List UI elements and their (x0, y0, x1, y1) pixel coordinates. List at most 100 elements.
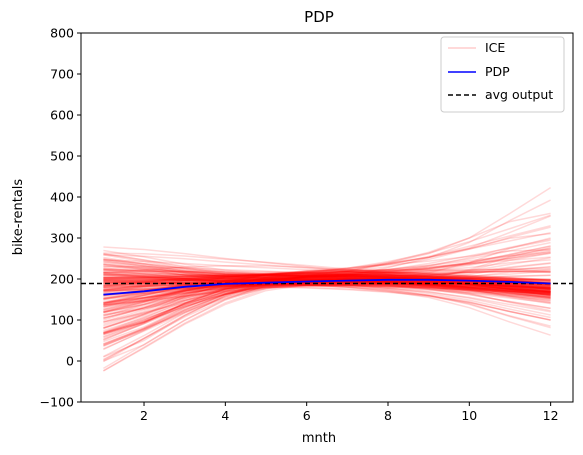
ice-line (103, 249, 551, 284)
legend-avg-label: avg output (485, 87, 553, 102)
ice-line (103, 256, 551, 299)
ice-line (103, 262, 551, 304)
x-tick-label: 10 (461, 408, 477, 423)
ice-line (103, 272, 551, 298)
ice-line (103, 281, 551, 316)
y-tick-label: 0 (66, 354, 74, 369)
ice-line (103, 257, 551, 300)
y-tick-label: 400 (50, 190, 74, 205)
ice-line (103, 271, 551, 300)
ice-line (103, 274, 551, 336)
ice-line (103, 278, 551, 327)
ice-line (103, 231, 551, 281)
ice-line (103, 186, 552, 288)
y-tick-label: 700 (50, 67, 74, 82)
ice-line (103, 249, 551, 311)
ice-line (103, 265, 551, 296)
legend-pdp-label: PDP (485, 64, 510, 79)
ice-line (103, 277, 551, 293)
ice-line (103, 263, 551, 293)
ice-line (103, 273, 551, 284)
ice-line (103, 274, 551, 346)
ice-line (103, 274, 551, 297)
ice-line (103, 282, 551, 314)
ice-line (103, 281, 551, 321)
ice-line (103, 276, 551, 343)
ice-line (103, 270, 551, 283)
ice-line (103, 276, 551, 310)
ice-line (103, 276, 551, 370)
ice-line (103, 273, 551, 291)
ice-line (103, 246, 551, 296)
ice-line (103, 273, 551, 363)
ice-line (103, 273, 551, 283)
ice-line (103, 276, 551, 304)
ice-line (103, 215, 551, 292)
ice-line (103, 277, 551, 297)
ice-line (103, 265, 551, 278)
ice-line (103, 284, 551, 305)
ice-line (103, 260, 551, 284)
ice-line (103, 269, 551, 330)
ice-line (103, 232, 551, 279)
ice-line (103, 226, 551, 281)
ice-line (103, 245, 551, 282)
x-tick-label: 8 (384, 408, 392, 423)
ice-line (103, 280, 551, 335)
ice-line (103, 252, 551, 280)
ice-line (103, 267, 551, 298)
y-tick-label: 100 (50, 313, 74, 328)
chart-title: PDP (304, 8, 334, 26)
ice-lines (103, 186, 552, 372)
ice-line (103, 276, 551, 340)
x-axis-label: mnth (302, 431, 336, 446)
ice-line (103, 279, 551, 314)
ice-line (103, 239, 551, 290)
ice-line (103, 270, 551, 279)
x-tick-label: 4 (221, 408, 229, 423)
ice-line (103, 272, 551, 329)
ice-line (103, 251, 551, 308)
ice-line (103, 214, 551, 282)
ice-line (103, 252, 551, 297)
plot-frame (80, 32, 574, 403)
y-tick-label: 500 (50, 149, 74, 164)
ice-line (103, 274, 551, 333)
y-tick-label: 800 (50, 26, 74, 41)
ice-line (103, 269, 551, 287)
ice-line (103, 245, 551, 278)
ice-line (103, 275, 551, 292)
ice-line (103, 277, 551, 329)
ice-line (103, 278, 551, 335)
ice-line (103, 268, 551, 327)
ice-line (103, 278, 551, 310)
x-tick-label: 12 (543, 408, 559, 423)
ice-line (103, 266, 551, 304)
ice-line (103, 277, 551, 300)
pdp-line (103, 278, 551, 296)
ice-line (103, 273, 551, 351)
ice-line (103, 238, 551, 285)
ice-line (103, 241, 551, 279)
ice-line (103, 276, 551, 311)
y-tick-label: 600 (50, 108, 74, 123)
ice-line (103, 274, 551, 336)
ice-line (103, 224, 551, 284)
pdp-layer (103, 278, 551, 296)
ice-line (103, 259, 551, 297)
ice-line (103, 274, 551, 338)
ice-line (103, 282, 551, 350)
y-tick-label: 200 (50, 272, 74, 287)
ice-line (103, 249, 551, 294)
ice-line (103, 258, 551, 290)
ice-line (103, 275, 551, 301)
ice-line (103, 274, 551, 334)
ice-line (103, 247, 551, 279)
ice-line (103, 272, 551, 295)
ice-line (103, 269, 551, 319)
ice-line (103, 274, 551, 285)
y-axis-label: bike-rentals (11, 179, 26, 256)
ice-line (103, 248, 551, 287)
legend-box (440, 36, 565, 113)
ice-line (103, 269, 551, 285)
